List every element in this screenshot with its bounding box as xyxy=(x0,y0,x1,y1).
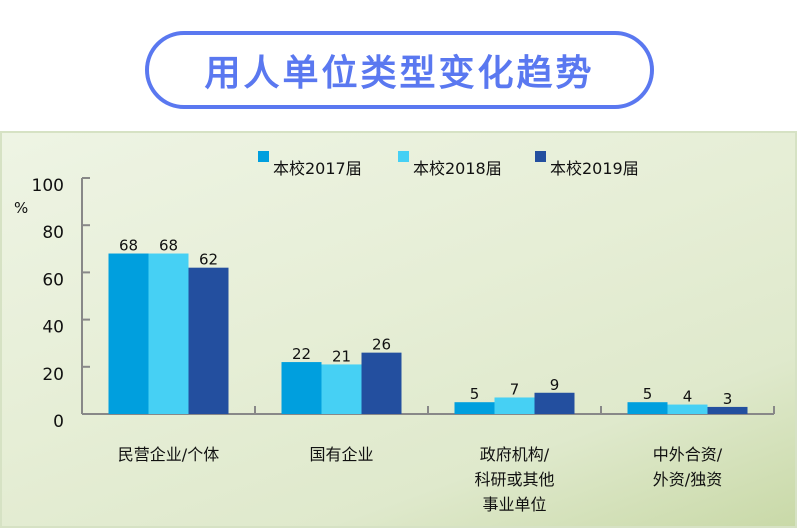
y-tick-label: 80 xyxy=(42,223,64,243)
x-tick-label: 国有企业 xyxy=(309,445,373,464)
y-tick-label: 40 xyxy=(42,318,64,338)
x-tick-label: 事业单位 xyxy=(482,495,546,514)
data-label: 62 xyxy=(199,251,218,269)
bar xyxy=(148,253,189,414)
legend-label: 本校2017届 xyxy=(273,159,362,178)
bar xyxy=(281,362,322,414)
x-tick-label: 科研或其他 xyxy=(474,470,554,489)
legend-swatch xyxy=(258,151,269,162)
data-label: 5 xyxy=(470,385,480,403)
data-label: 5 xyxy=(643,385,653,403)
bar xyxy=(707,406,748,414)
data-label: 3 xyxy=(723,390,733,408)
data-label: 26 xyxy=(372,336,391,354)
legend-swatch xyxy=(535,151,546,162)
data-label: 68 xyxy=(119,237,138,255)
y-tick-label: 20 xyxy=(42,365,64,385)
bar xyxy=(667,404,708,414)
bar xyxy=(494,397,535,414)
bar xyxy=(108,253,149,414)
bar xyxy=(627,402,668,414)
data-label: 68 xyxy=(159,237,178,255)
x-tick-label: 民营企业/个体 xyxy=(118,445,219,464)
legend-label: 本校2018届 xyxy=(413,159,502,178)
data-label: 4 xyxy=(683,388,693,406)
bar xyxy=(534,392,575,414)
x-tick-label: 政府机构/ xyxy=(480,445,550,464)
y-tick-label: 60 xyxy=(42,270,64,290)
y-tick-label: 0 xyxy=(53,412,64,432)
y-axis-label: % xyxy=(14,199,28,217)
data-label: 9 xyxy=(550,376,560,394)
legend-swatch xyxy=(398,151,409,162)
bar xyxy=(188,267,229,414)
bar xyxy=(454,402,495,414)
data-label: 7 xyxy=(510,380,520,398)
data-label: 21 xyxy=(332,347,351,365)
data-label: 22 xyxy=(292,345,311,363)
page-title: 用人单位类型变化趋势 xyxy=(204,53,595,94)
x-tick-label: 外资/独资 xyxy=(653,470,722,489)
y-tick-label: 100 xyxy=(32,176,64,196)
title-banner: 用人单位类型变化趋势 xyxy=(145,31,654,109)
legend-label: 本校2019届 xyxy=(550,159,639,178)
x-tick-label: 中外合资/ xyxy=(653,445,723,464)
bar xyxy=(361,352,402,414)
bar xyxy=(321,364,362,414)
